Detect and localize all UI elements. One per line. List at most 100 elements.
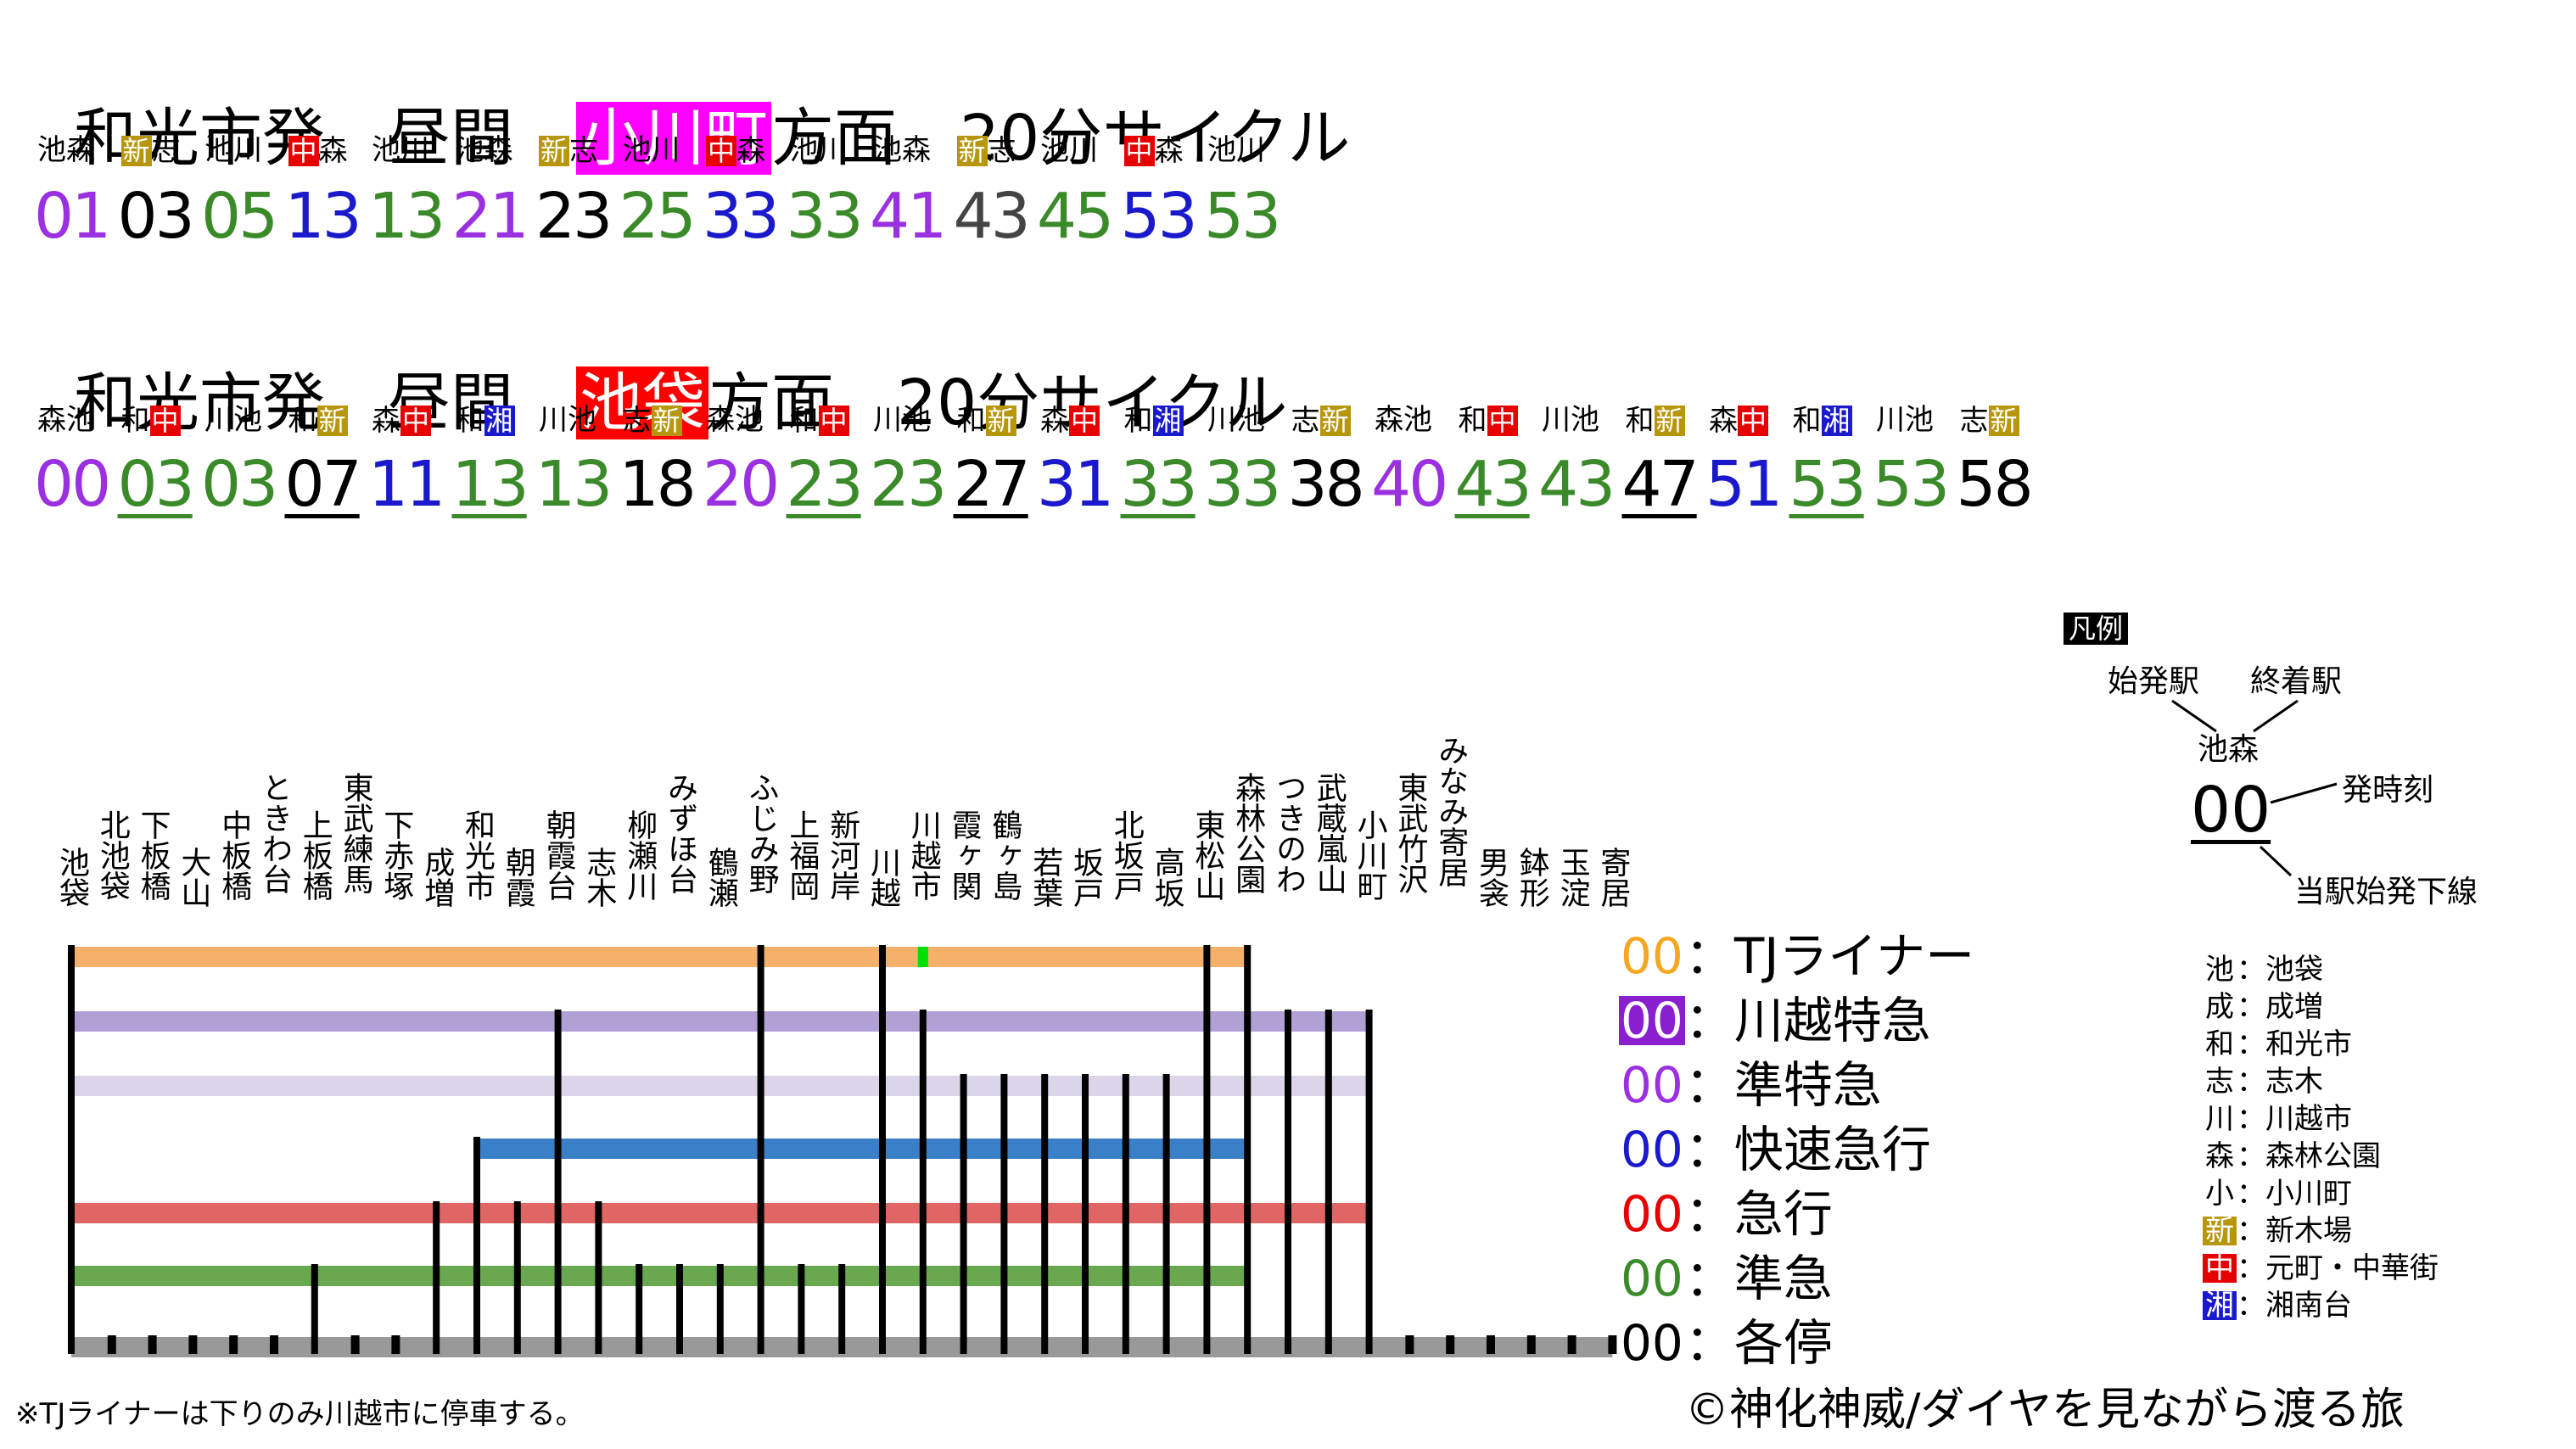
section2-dest-6: 川池 bbox=[539, 406, 596, 434]
section2-time-10: 23 bbox=[870, 448, 947, 521]
section2-time-12: 31 bbox=[1037, 448, 1114, 521]
legend-item-2: 00：準特急 bbox=[1619, 1060, 1882, 1110]
station-38: 寄居 bbox=[1595, 847, 1631, 908]
station-25: 坂戸 bbox=[1068, 847, 1103, 908]
section2-dest-0: 森池 bbox=[37, 406, 95, 434]
station-14: 柳瀬川 bbox=[622, 809, 658, 901]
section1-dest-2: 池川 bbox=[204, 136, 262, 165]
section2-time-4: 11 bbox=[368, 448, 445, 521]
hanrei-dep-time: 発時刻 bbox=[2342, 773, 2434, 808]
section2-dest-badge: 中 bbox=[149, 405, 181, 437]
section1-time-11: 43 bbox=[953, 180, 1031, 253]
section2-dest-text: 和 bbox=[1792, 404, 1822, 438]
abbr-key: 成 bbox=[2205, 990, 2234, 1024]
abbr-item-3: 志：志木 bbox=[2203, 1067, 2323, 1096]
section1-time-8: 33 bbox=[703, 180, 780, 253]
abbr-key: 川 bbox=[2205, 1102, 2234, 1136]
station-2: 下板橋 bbox=[135, 809, 171, 901]
section2-dest-7: 志新 bbox=[623, 406, 682, 436]
abbr-key: 小 bbox=[2205, 1177, 2234, 1211]
hanrei-sample-dest: 池森 bbox=[2198, 732, 2260, 767]
abbr-key: 森 bbox=[2205, 1139, 2234, 1173]
section1-title-post: 方面 20分サイクル bbox=[771, 102, 1351, 175]
abbr-item-0: 池：池袋 bbox=[2203, 955, 2323, 984]
section2-dest-21: 和湘 bbox=[1793, 406, 1852, 436]
section1-dest-6: 新志 bbox=[539, 136, 598, 166]
station-24: 若葉 bbox=[1028, 847, 1063, 908]
section2-time-5: 13 bbox=[451, 448, 529, 521]
station-34: みなみ寄居 bbox=[1433, 735, 1469, 887]
section1-time-6: 23 bbox=[535, 180, 613, 253]
hanrei-line-dep bbox=[2270, 782, 2338, 804]
legend-label: ：TJライナー bbox=[1684, 927, 1975, 985]
section2-dest-text: 川池 bbox=[1207, 403, 1265, 437]
section1-dest-9: 池川 bbox=[790, 136, 848, 165]
section2-dest-20: 森中 bbox=[1709, 405, 1769, 437]
section2-title-highlight: 池袋 bbox=[576, 366, 709, 439]
station-36: 鉢形 bbox=[1514, 847, 1549, 908]
section1-time-4: 13 bbox=[368, 180, 445, 253]
legend-num: 00 bbox=[1621, 1250, 1683, 1307]
station-5: ときわ台 bbox=[257, 772, 292, 894]
abbr-item-7: 新：新木場 bbox=[2203, 1217, 2352, 1245]
section2-dest-text: 和 bbox=[288, 404, 317, 438]
section2-dest-badge: 新 bbox=[985, 405, 1016, 437]
station-0: 池袋 bbox=[54, 847, 89, 908]
section2-time-19: 47 bbox=[1621, 448, 1700, 521]
legend-item-4: 00：急行 bbox=[1619, 1189, 1833, 1239]
section1-dest-1: 新志 bbox=[120, 136, 181, 166]
section2-dest-badge: 湘 bbox=[1152, 405, 1184, 437]
section2-dest-text: 和 bbox=[1625, 404, 1655, 438]
section2-dest-text: 和 bbox=[120, 404, 150, 438]
section2-dest-22: 川池 bbox=[1876, 406, 1934, 434]
section1-title-highlight: 小川町 bbox=[576, 102, 772, 175]
section2-dest-badge: 新 bbox=[651, 405, 682, 437]
abbr-item-6: 小：小川町 bbox=[2203, 1179, 2352, 1208]
legend-label: ：川越特急 bbox=[1684, 992, 1931, 1049]
section2-time-7: 18 bbox=[619, 448, 697, 521]
hanrei-sample-time: 00 bbox=[2191, 774, 2271, 847]
station-23: 鶴ヶ島 bbox=[987, 809, 1022, 901]
abbr-key: 湘 bbox=[2203, 1291, 2237, 1320]
legend-item-0: 00：TJライナー bbox=[1619, 932, 1974, 981]
section2-dest-badge: 中 bbox=[818, 405, 849, 437]
section1-dest-text: 森 bbox=[318, 134, 348, 168]
section2-dest-2: 川池 bbox=[204, 406, 262, 434]
section2-dest-text: 和 bbox=[1123, 404, 1153, 438]
section1-time-12: 45 bbox=[1037, 180, 1114, 253]
abbr-value: ：森林公園 bbox=[2237, 1139, 2381, 1173]
section2-time-8: 20 bbox=[703, 448, 780, 521]
section2-dest-12: 森中 bbox=[1040, 406, 1100, 436]
station-33: 東武竹沢 bbox=[1392, 772, 1428, 894]
section1-dest-11: 新志 bbox=[956, 136, 1016, 166]
hanrei-tag: 凡例 bbox=[2064, 613, 2129, 645]
section2-dest-badge: 新 bbox=[316, 405, 348, 437]
abbr-key: 新 bbox=[2203, 1217, 2237, 1245]
station-27: 高坂 bbox=[1149, 847, 1184, 908]
abbr-value: ：志木 bbox=[2237, 1065, 2323, 1099]
abbr-item-1: 成：成増 bbox=[2203, 993, 2323, 1021]
legend-num: 00 bbox=[1621, 1056, 1683, 1114]
section1-dest-8: 中森 bbox=[706, 136, 765, 166]
section2-time-14: 33 bbox=[1204, 448, 1281, 521]
station-28: 東松山 bbox=[1190, 809, 1225, 901]
legend-num: 00 bbox=[1621, 1314, 1683, 1372]
hanrei-line-terminal bbox=[2253, 699, 2299, 733]
legend-item-1: 00：川越特急 bbox=[1619, 996, 1931, 1045]
station-19: 新河岸 bbox=[825, 809, 860, 901]
section2-dest-text: 和 bbox=[789, 404, 819, 438]
service-band-1 bbox=[71, 1011, 1369, 1032]
section1-dest-13: 中森 bbox=[1123, 136, 1184, 166]
section2-dest-text: 森池 bbox=[1375, 403, 1432, 437]
section2-dest-3: 和新 bbox=[288, 406, 348, 436]
station-31: 武蔵嵐山 bbox=[1311, 772, 1347, 894]
section1-dest-14: 池川 bbox=[1207, 136, 1265, 165]
station-16: 鶴瀬 bbox=[703, 847, 738, 908]
hanrei-local-origin: 当駅始発下線 bbox=[2294, 875, 2478, 909]
hanrei-origin: 始発駅 bbox=[2108, 664, 2200, 699]
section1-dest-text: 池森 bbox=[37, 133, 95, 167]
section2-dest-badge: 中 bbox=[1738, 405, 1769, 437]
abbr-value: ：湘南台 bbox=[2237, 1289, 2352, 1323]
section1-dest-badge: 中 bbox=[706, 135, 737, 167]
section2-dest-text: 森池 bbox=[37, 403, 95, 437]
